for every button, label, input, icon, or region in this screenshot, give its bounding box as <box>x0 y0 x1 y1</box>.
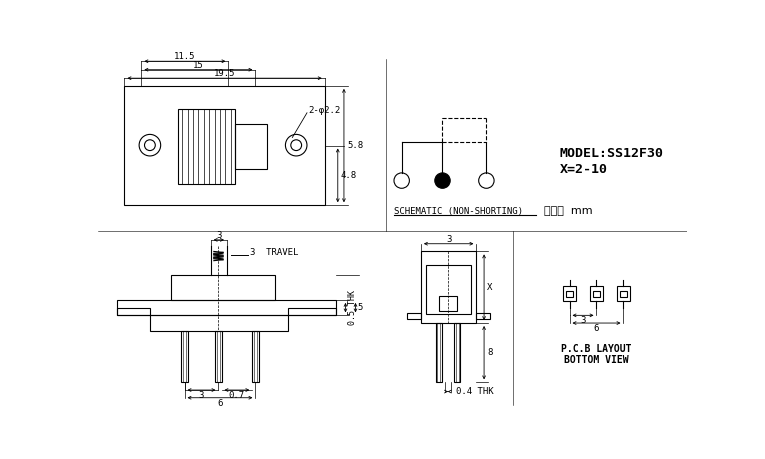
Bar <box>594 291 600 297</box>
Text: 0.5 THK: 0.5 THK <box>348 290 356 325</box>
Text: 0.7: 0.7 <box>229 391 245 400</box>
Bar <box>117 308 150 315</box>
Text: 3: 3 <box>581 316 586 325</box>
Text: 单位：  mm: 单位： mm <box>544 207 593 216</box>
Bar <box>438 296 457 311</box>
Text: SCHEMATIC (NON-SHORTING): SCHEMATIC (NON-SHORTING) <box>394 207 523 216</box>
Bar <box>171 274 275 300</box>
Text: 8: 8 <box>487 348 493 357</box>
Bar <box>617 286 630 302</box>
Circle shape <box>479 173 494 188</box>
Text: X=2-10: X=2-10 <box>559 162 607 175</box>
Bar <box>125 86 324 205</box>
Text: 19.5: 19.5 <box>214 69 236 78</box>
Text: 3: 3 <box>216 231 222 240</box>
Text: 0.4 THK: 0.4 THK <box>456 387 493 396</box>
Bar <box>454 323 461 382</box>
Bar <box>591 286 603 302</box>
Circle shape <box>139 134 161 156</box>
Text: P.C.B LAYOUT
BOTTOM VIEW: P.C.B LAYOUT BOTTOM VIEW <box>562 344 632 365</box>
Bar <box>181 331 188 382</box>
Text: 3: 3 <box>199 391 204 400</box>
Bar <box>235 124 267 169</box>
Circle shape <box>285 134 307 156</box>
Bar <box>216 331 223 382</box>
Bar <box>117 300 337 315</box>
Bar <box>563 286 576 302</box>
Bar <box>407 313 421 319</box>
Bar <box>477 313 490 319</box>
Text: 5: 5 <box>358 303 363 312</box>
Circle shape <box>291 140 301 151</box>
Text: MODEL:SS12F30: MODEL:SS12F30 <box>559 147 663 160</box>
Bar <box>620 291 627 297</box>
Circle shape <box>145 140 155 151</box>
Text: 15: 15 <box>193 61 203 70</box>
Bar <box>426 265 471 314</box>
Bar <box>421 252 477 323</box>
Text: 3  TRAVEL: 3 TRAVEL <box>250 248 298 257</box>
Text: 4.8: 4.8 <box>341 171 357 180</box>
Text: 3: 3 <box>446 235 451 244</box>
Circle shape <box>435 173 450 188</box>
Text: 11.5: 11.5 <box>174 52 196 61</box>
Text: 6: 6 <box>594 324 599 333</box>
Text: 6: 6 <box>217 398 223 408</box>
Bar <box>566 291 573 297</box>
Bar <box>288 308 337 315</box>
Bar <box>150 315 288 331</box>
Text: 5.8: 5.8 <box>347 141 363 150</box>
Bar <box>178 109 235 185</box>
Bar <box>252 331 259 382</box>
Circle shape <box>394 173 409 188</box>
Text: X: X <box>487 283 493 292</box>
Bar <box>435 323 441 382</box>
Text: 2-φ2.2: 2-φ2.2 <box>308 106 340 115</box>
